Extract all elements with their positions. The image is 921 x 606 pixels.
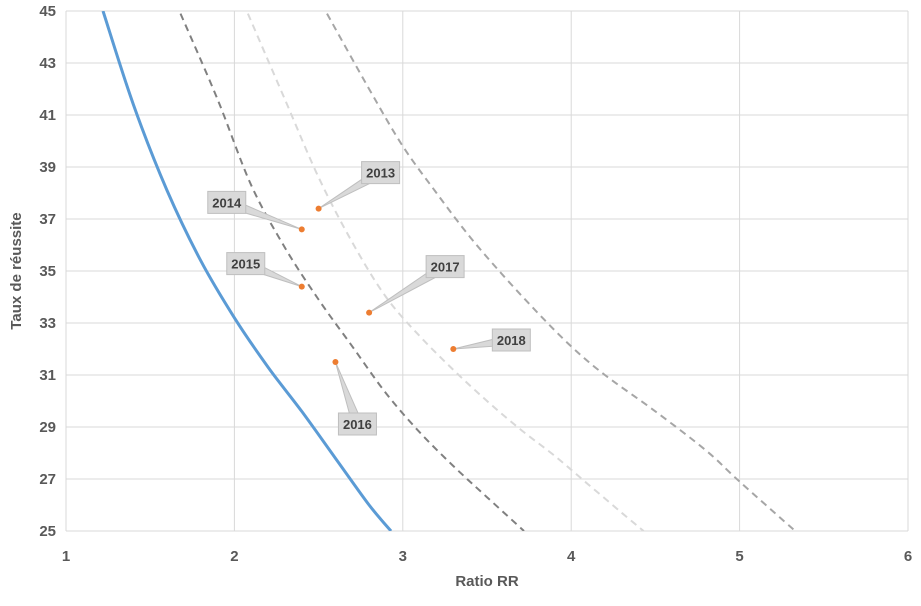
data-label-2015: 2015 — [231, 257, 260, 272]
y-tick-label: 27 — [39, 471, 56, 488]
data-label-2014: 2014 — [212, 195, 242, 210]
x-tick-label: 2 — [230, 548, 238, 565]
x-axis-title: Ratio RR — [455, 573, 519, 590]
grid — [65, 10, 909, 532]
data-point-2014 — [298, 226, 305, 233]
dashed-curve-1 — [179, 13, 525, 531]
callout-box-2017 — [425, 255, 465, 279]
data-label-2017: 2017 — [431, 260, 460, 275]
x-tick-label: 3 — [399, 548, 407, 565]
y-tick-label: 39 — [39, 159, 56, 176]
callout-box-2014 — [207, 190, 247, 214]
solid-curve — [101, 11, 393, 531]
y-tick-label: 45 — [39, 3, 56, 20]
curves — [101, 11, 796, 531]
callout-box-2015 — [226, 252, 266, 276]
data-point-2013 — [315, 205, 322, 212]
x-tick-label: 5 — [735, 548, 743, 565]
y-tick-label: 25 — [39, 523, 56, 540]
data-point-2017 — [366, 309, 373, 316]
x-tick-label: 4 — [567, 548, 576, 565]
x-tick-label: 1 — [62, 548, 70, 565]
y-tick-label: 29 — [39, 419, 56, 436]
callout-box-2018 — [491, 328, 531, 352]
data-label-2013: 2013 — [366, 166, 395, 181]
data-label-2016: 2016 — [343, 417, 372, 432]
y-tick-label: 31 — [39, 367, 56, 384]
y-tick-label: 35 — [39, 263, 56, 280]
x-tick-label: 6 — [904, 548, 912, 565]
y-tick-label: 41 — [39, 107, 56, 124]
callout-box-2013 — [361, 161, 401, 185]
callout-box-2016 — [337, 412, 377, 436]
y-axis-title: Taux de réussite — [8, 212, 25, 329]
data-point-2016 — [332, 359, 339, 365]
dashed-curve-3 — [326, 13, 796, 531]
data-label-2018: 2018 — [497, 333, 526, 348]
data-points — [298, 205, 457, 365]
data-point-2015 — [298, 283, 305, 290]
callouts: 2013 2014 2015 2016 2017 2018 — [207, 161, 531, 436]
y-tick-label: 33 — [39, 315, 56, 332]
y-tick-label: 37 — [39, 211, 56, 228]
data-point-2018 — [450, 346, 457, 352]
dashed-curve-2 — [246, 13, 645, 531]
y-tick-label: 43 — [39, 55, 56, 72]
